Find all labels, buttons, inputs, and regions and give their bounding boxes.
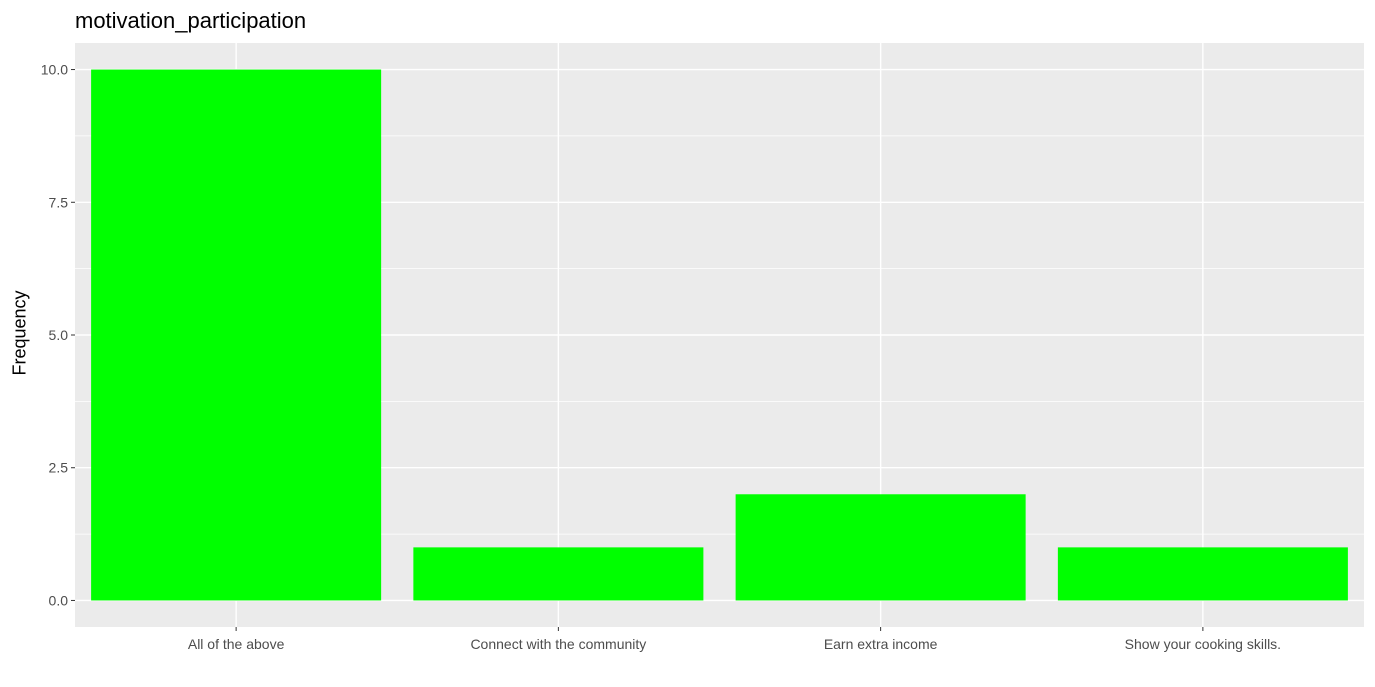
bars [91,69,1348,601]
bar-4 [1057,547,1348,601]
x-tick-label: Show your cooking skills. [1125,636,1281,652]
y-tick-label: 0.0 [49,592,69,608]
bar-2 [413,547,704,601]
x-tick-label: Connect with the community [470,636,646,652]
y-tick-label: 5.0 [49,327,69,343]
x-tick-label: Earn extra income [824,636,938,652]
y-tick-label: 10.0 [41,62,68,78]
y-axis: 0.0 2.5 5.0 7.5 10.0 [41,62,75,608]
x-axis: All of the above Connect with the communi… [188,627,1281,652]
y-tick-label: 2.5 [49,460,69,476]
chart-title: motivation_participation [75,8,307,33]
y-tick-label: 7.5 [49,194,69,210]
bar-1 [91,69,382,601]
bar-3 [735,494,1026,601]
x-tick-label: All of the above [188,636,285,652]
